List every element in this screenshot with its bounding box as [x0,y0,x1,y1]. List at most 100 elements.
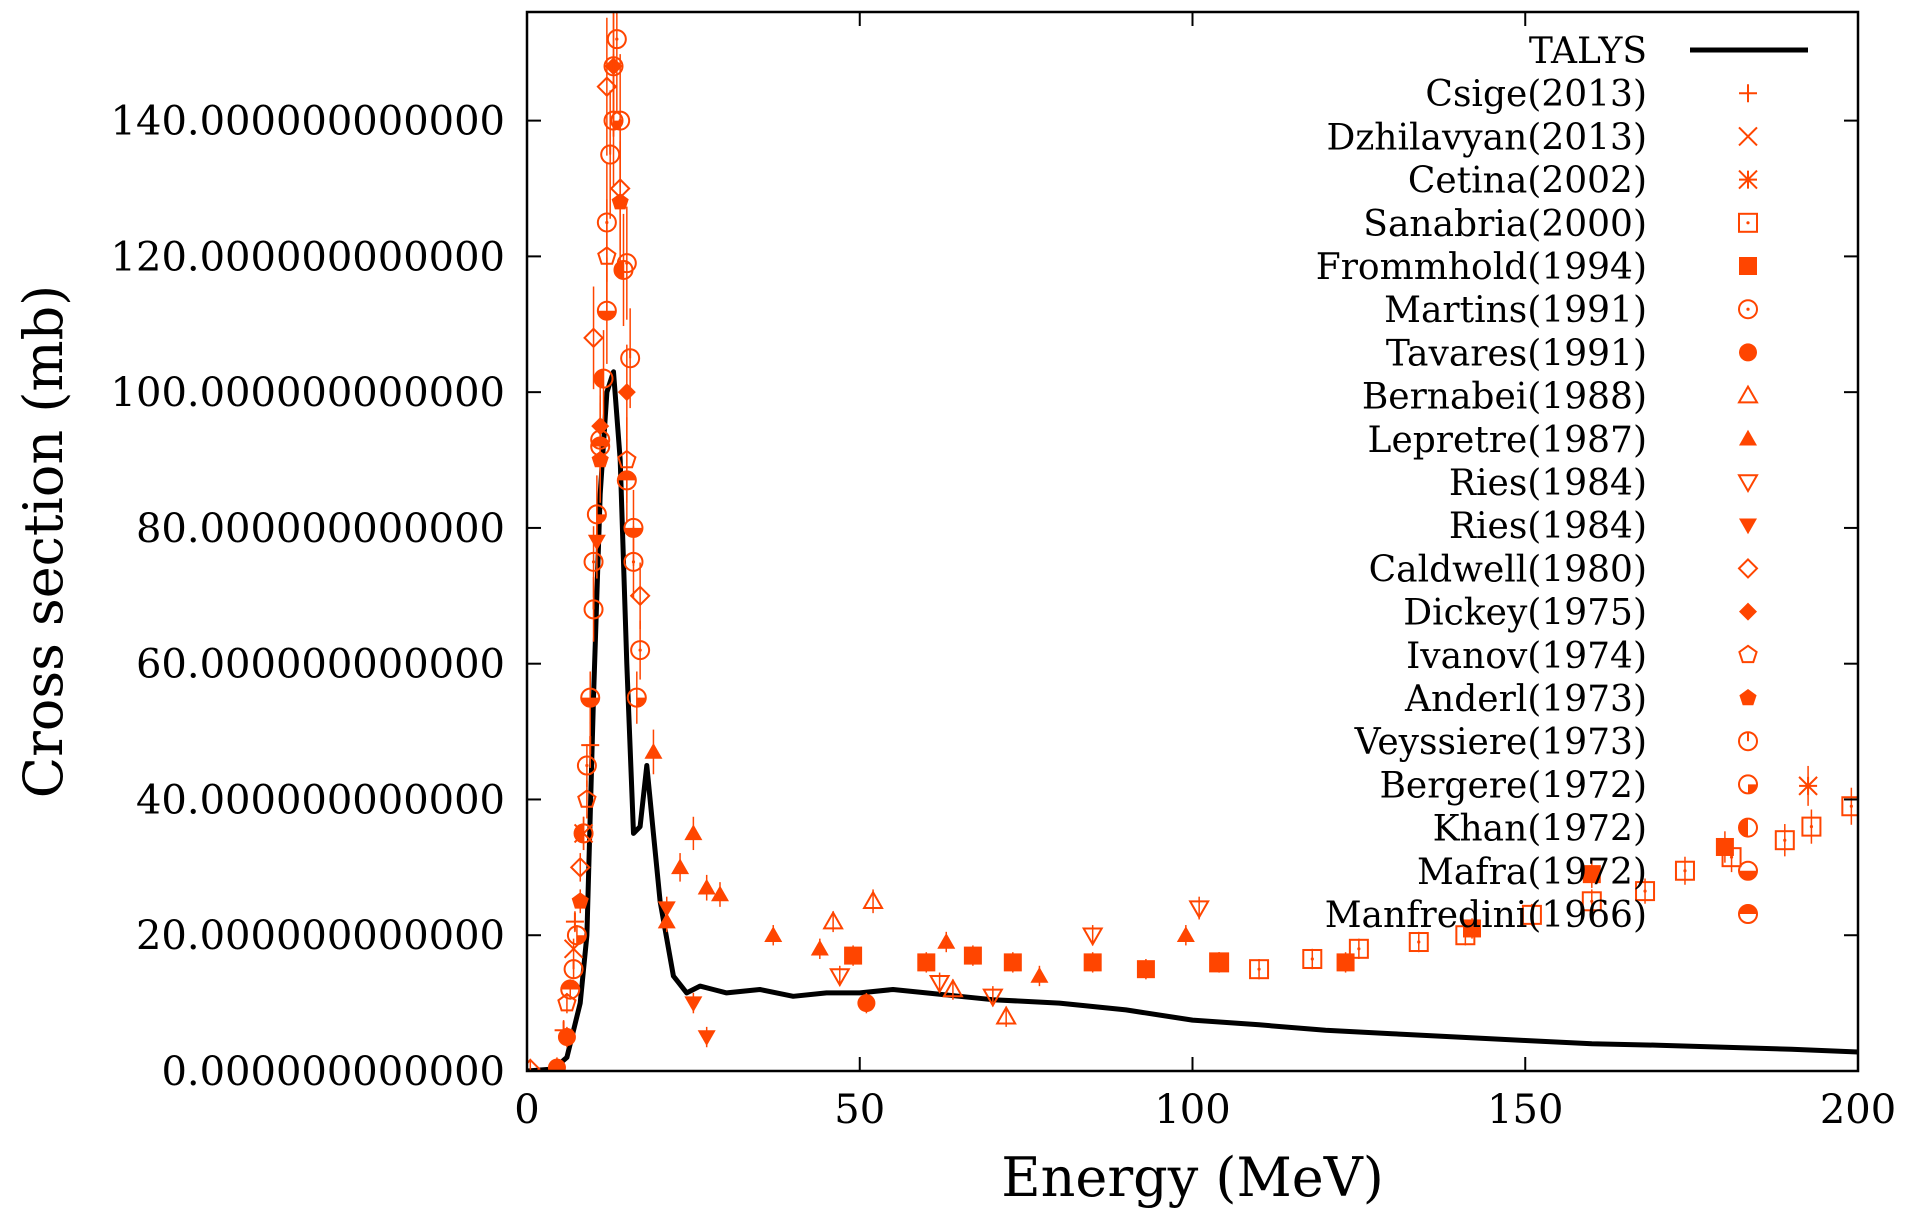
data-point [942,978,964,998]
data-point [566,925,587,946]
data-point [1302,948,1323,969]
data-point [857,994,876,1013]
data-point [565,912,584,931]
data-point [1521,904,1542,925]
data-point [1083,953,1102,972]
legend-symbol [1737,474,1759,494]
data-point [1463,919,1482,938]
y-tick-label: 80.000000000000 [136,506,505,552]
data-point [917,953,936,972]
legend-symbol [1738,212,1758,233]
y-tick-label: 120.000000000000 [111,234,505,280]
legend-label: Khan(1972) [1433,809,1647,850]
data-point [1715,837,1734,856]
legend-symbol [1738,731,1758,752]
data-point [1249,959,1270,980]
legend: TALYSCsige(2013)Dzhilavyan(2013)Cetina(2… [1316,31,1808,936]
legend-symbol [1738,644,1758,664]
data-point [1188,900,1210,920]
plot-marks [527,12,1858,1071]
data-point [1674,860,1695,881]
data-point [644,742,663,759]
data-point [600,144,621,165]
legend-label: Dzhilavyan(2013) [1326,117,1647,158]
data-point [1774,830,1795,851]
data-point [1136,960,1155,979]
legend-symbol [1739,518,1757,535]
data-point [1348,938,1369,959]
data-point [580,687,601,708]
data-point [596,300,617,321]
data-point [928,975,951,994]
data-point [1582,865,1601,884]
y-axis-title: Cross section (mb) [12,285,75,798]
data-point [576,755,597,776]
data-point [569,856,591,878]
legend-symbol [1739,84,1757,103]
legend-symbol [1737,557,1759,579]
data-point [606,29,627,50]
series-5 [844,831,1734,980]
legend-label: Frommhold(1994) [1316,247,1647,288]
legend-symbol [1739,257,1757,275]
data-point [1003,953,1022,972]
legend-label: TALYS [1529,31,1647,72]
data-point [583,599,604,620]
data-point [671,858,690,875]
data-point [577,789,597,808]
data-point [629,585,651,607]
data-point [822,910,844,930]
x-tick-label: 200 [1820,1087,1896,1133]
data-point [697,1030,716,1047]
data-point [573,823,594,844]
y-tick-label: 40.000000000000 [136,777,505,823]
data-point [630,640,651,661]
legend-symbol [1737,384,1759,404]
legend-label: Csige(2013) [1425,74,1647,115]
y-tick-label: 100.000000000000 [111,370,505,416]
data-point [557,1028,576,1047]
data-point [560,979,581,1000]
legend-label: Martins(1991) [1384,290,1647,331]
data-point [581,736,600,755]
series-19 [580,257,644,724]
data-point [1798,776,1818,796]
talys-line [527,369,1858,1071]
data-point [764,926,783,942]
data-point [1635,881,1656,902]
series-18 [573,213,634,851]
legend-symbol [1739,343,1757,362]
data-point [626,687,647,708]
legend-symbol [1738,860,1758,881]
data-point [810,939,829,956]
data-point [611,193,629,210]
data-point [684,824,703,841]
legend-symbol [1738,774,1758,795]
data-point [657,901,676,918]
data-point [995,1005,1017,1025]
data-point [862,890,884,910]
series-3 [1798,765,1818,806]
data-point [1408,932,1429,953]
legend-label: Ivanov(1974) [1406,636,1647,677]
legend-label: Cetina(2002) [1408,161,1647,202]
legend-label: Bergere(1972) [1379,765,1647,806]
data-point [547,1058,566,1071]
series-10 [829,896,1210,1008]
series-20 [560,402,637,1000]
data-point [1081,927,1104,947]
series-9 [644,729,1195,987]
data-point [527,1058,541,1071]
data-point [563,959,584,980]
data-point [616,470,637,491]
x-axis-title: Energy (MeV) [1001,1146,1384,1209]
data-point [593,368,614,389]
data-point [620,348,641,369]
legend-label: Lepretre(1987) [1368,420,1647,461]
data-point [844,946,863,965]
legend-label: Tavares(1991) [1386,333,1647,374]
legend-symbol [1738,169,1758,190]
legend-label: Sanabria(2000) [1363,204,1647,245]
series-0 [527,369,1858,1071]
